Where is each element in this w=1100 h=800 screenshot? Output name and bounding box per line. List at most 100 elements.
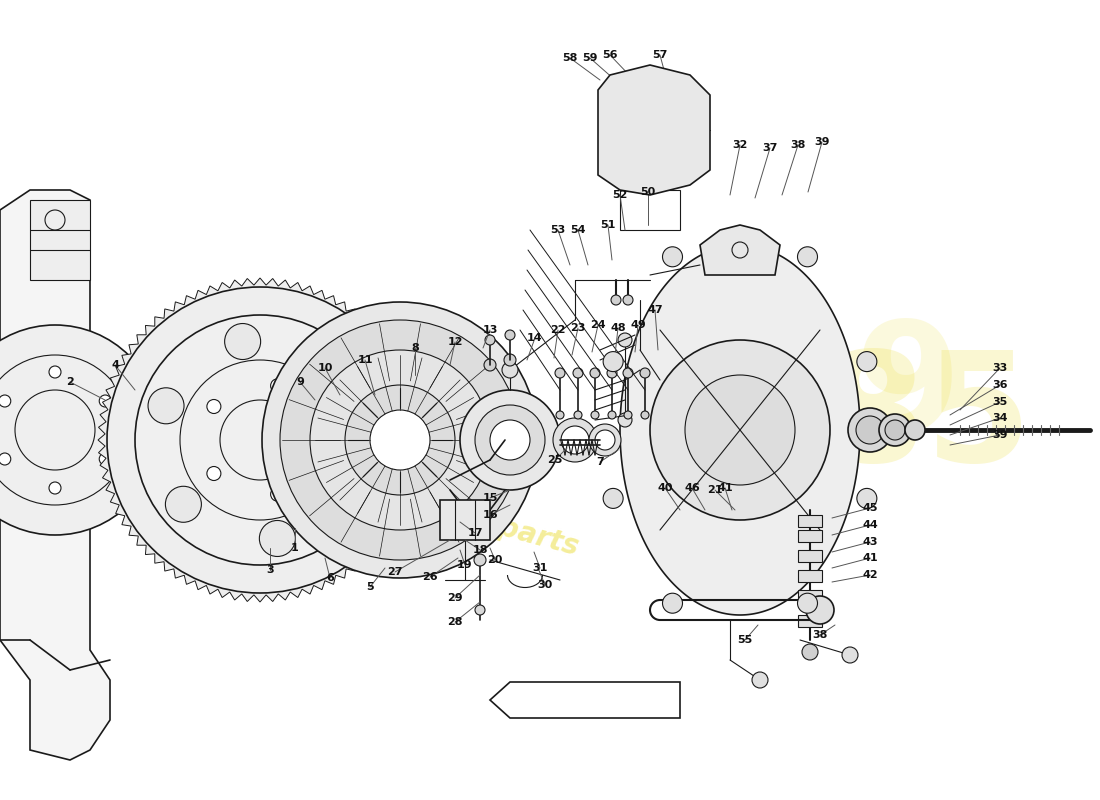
- Text: 2: 2: [66, 377, 74, 387]
- Circle shape: [886, 420, 905, 440]
- Circle shape: [618, 333, 632, 347]
- Circle shape: [573, 368, 583, 378]
- Circle shape: [474, 554, 486, 566]
- Circle shape: [148, 388, 184, 424]
- Circle shape: [624, 411, 632, 419]
- Text: 34: 34: [992, 413, 1008, 423]
- Text: 24: 24: [591, 320, 606, 330]
- Circle shape: [165, 486, 201, 522]
- Text: 38: 38: [812, 630, 827, 640]
- Circle shape: [329, 472, 364, 508]
- Text: 27: 27: [387, 567, 403, 577]
- Circle shape: [490, 420, 530, 460]
- Text: 17: 17: [468, 528, 483, 538]
- Circle shape: [857, 351, 877, 371]
- Polygon shape: [798, 590, 822, 602]
- Text: 19: 19: [458, 560, 473, 570]
- Text: 58: 58: [562, 53, 578, 63]
- Text: 1: 1: [292, 543, 299, 553]
- Text: 54: 54: [570, 225, 585, 235]
- Text: 51: 51: [601, 220, 616, 230]
- Text: 38: 38: [790, 140, 805, 150]
- Circle shape: [623, 368, 632, 378]
- Circle shape: [207, 466, 221, 481]
- Polygon shape: [700, 225, 780, 275]
- Text: 49: 49: [630, 320, 646, 330]
- Circle shape: [591, 411, 600, 419]
- Circle shape: [618, 413, 632, 427]
- Circle shape: [842, 647, 858, 663]
- Circle shape: [207, 399, 221, 414]
- Circle shape: [0, 395, 11, 407]
- Text: 85: 85: [820, 346, 1033, 494]
- Polygon shape: [798, 530, 822, 542]
- Text: 20: 20: [487, 555, 503, 565]
- Polygon shape: [598, 65, 710, 195]
- Circle shape: [0, 325, 160, 535]
- Text: 37: 37: [762, 143, 778, 153]
- Circle shape: [603, 489, 623, 509]
- Text: 41: 41: [862, 553, 878, 563]
- Text: 56: 56: [603, 50, 618, 60]
- Circle shape: [460, 390, 560, 490]
- Circle shape: [271, 378, 285, 393]
- Text: 23: 23: [570, 323, 585, 333]
- Circle shape: [752, 672, 768, 688]
- Text: 25: 25: [548, 455, 563, 465]
- Circle shape: [485, 335, 495, 345]
- Text: 52: 52: [613, 190, 628, 200]
- Polygon shape: [798, 550, 822, 562]
- Circle shape: [280, 320, 520, 560]
- Circle shape: [310, 350, 490, 530]
- Polygon shape: [798, 570, 822, 582]
- Text: 29: 29: [448, 593, 463, 603]
- Text: 45: 45: [862, 503, 878, 513]
- Circle shape: [802, 644, 818, 660]
- Polygon shape: [98, 278, 422, 602]
- Text: 53: 53: [550, 225, 565, 235]
- Circle shape: [504, 354, 516, 366]
- Circle shape: [607, 368, 617, 378]
- Circle shape: [650, 340, 830, 520]
- Text: 43: 43: [862, 537, 878, 547]
- Circle shape: [857, 489, 877, 509]
- Polygon shape: [440, 500, 490, 540]
- Text: 19: 19: [750, 315, 962, 465]
- Circle shape: [370, 410, 430, 470]
- Text: 15: 15: [482, 493, 497, 503]
- Circle shape: [271, 487, 285, 502]
- Circle shape: [641, 411, 649, 419]
- Circle shape: [99, 453, 111, 465]
- Circle shape: [608, 411, 616, 419]
- Circle shape: [856, 416, 884, 444]
- Circle shape: [502, 362, 518, 378]
- Text: 59: 59: [582, 53, 597, 63]
- Circle shape: [0, 453, 11, 465]
- Circle shape: [640, 368, 650, 378]
- Circle shape: [475, 405, 544, 475]
- Circle shape: [319, 358, 354, 394]
- Circle shape: [260, 521, 296, 557]
- Polygon shape: [490, 682, 680, 718]
- Text: 11: 11: [358, 355, 373, 365]
- Circle shape: [595, 430, 615, 450]
- Text: 5: 5: [366, 582, 374, 592]
- Text: 12: 12: [448, 337, 463, 347]
- Circle shape: [345, 385, 455, 495]
- Text: 30: 30: [538, 580, 552, 590]
- Circle shape: [262, 302, 538, 578]
- Text: 13: 13: [482, 325, 497, 335]
- Text: 28: 28: [448, 617, 463, 627]
- Text: 57: 57: [652, 50, 668, 60]
- Circle shape: [99, 395, 111, 407]
- Polygon shape: [798, 615, 822, 627]
- Text: 47: 47: [647, 305, 663, 315]
- Circle shape: [135, 315, 385, 565]
- Circle shape: [553, 418, 597, 462]
- Text: 14: 14: [527, 333, 542, 343]
- Polygon shape: [620, 245, 860, 615]
- Circle shape: [662, 246, 682, 266]
- Circle shape: [806, 596, 834, 624]
- Text: 18: 18: [472, 545, 487, 555]
- Circle shape: [588, 424, 621, 456]
